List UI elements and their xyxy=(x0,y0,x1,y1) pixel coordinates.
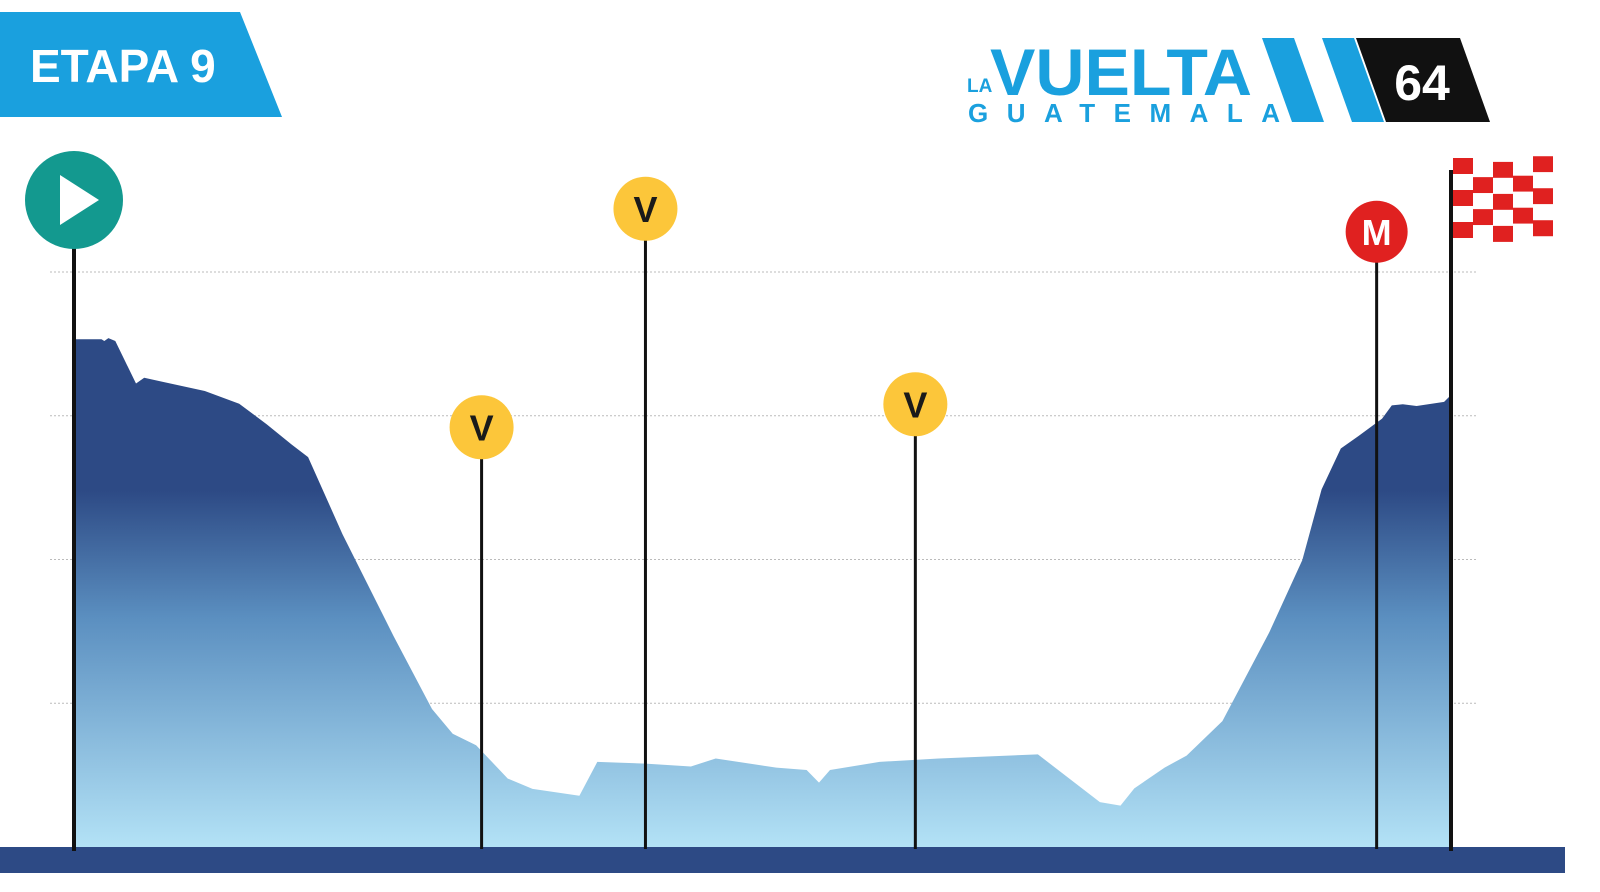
sprint-marker xyxy=(613,176,678,241)
checkered-flag-cell xyxy=(1453,206,1473,222)
race-logo: LA VUELTA GUATEMALA 64 xyxy=(967,35,1490,128)
sprint-marker-label: V xyxy=(633,189,657,230)
stage-banner-background xyxy=(0,12,282,117)
checkered-flag-cell xyxy=(1453,174,1473,190)
sprint-marker-label: V xyxy=(470,407,494,448)
checkered-flag-cell xyxy=(1473,225,1493,242)
mountain-marker xyxy=(1345,200,1408,263)
stage-banner-label: ETAPA 9 xyxy=(30,40,216,92)
checkered-flag-cell xyxy=(1493,209,1513,226)
stage-banner: ETAPA 9 xyxy=(0,12,282,117)
sprint-marker-label: V xyxy=(903,384,927,425)
checkered-flag-cell xyxy=(1473,209,1493,226)
checkered-flag-cell xyxy=(1513,175,1533,192)
sprint-marker xyxy=(883,372,948,437)
checkered-flag-cell xyxy=(1493,193,1513,210)
elevation-profile-area xyxy=(74,338,1451,847)
logo-edition-badge xyxy=(1356,38,1490,122)
checkered-flag-cell xyxy=(1453,222,1473,238)
checkered-flag-cell xyxy=(1533,188,1553,205)
checkered-flag-cell xyxy=(1513,207,1533,224)
checkered-flag-cell xyxy=(1513,159,1533,176)
checkered-flag-cell xyxy=(1493,161,1513,178)
checkered-flag-cell xyxy=(1513,223,1533,240)
checkered-flag-cell xyxy=(1513,191,1533,208)
chart-markers: V V V M xyxy=(25,151,1553,851)
checkered-flag-cell xyxy=(1533,172,1553,189)
checkered-flag-cell xyxy=(1493,225,1513,242)
checkered-flag-cell xyxy=(1493,177,1513,194)
mountain-marker-label: M xyxy=(1362,212,1392,253)
checkered-flag-cell xyxy=(1473,193,1493,210)
checkered-flag-cell xyxy=(1533,220,1553,237)
checkered-flag-cell xyxy=(1453,158,1473,174)
logo-small-text: LA xyxy=(967,76,993,97)
checkered-flag-cell xyxy=(1533,156,1553,173)
logo-stripe-1 xyxy=(1262,38,1324,122)
logo-edition-text: 64 xyxy=(1394,55,1450,111)
checkered-flag-cell xyxy=(1453,190,1473,206)
logo-stripe-2 xyxy=(1322,38,1384,122)
logo-country-text: GUATEMALA xyxy=(968,98,1280,128)
sprint-marker xyxy=(449,395,514,460)
elevation-chart: V V V M xyxy=(0,151,1565,873)
checkered-flag-cell xyxy=(1533,204,1553,221)
chart-baseline xyxy=(0,847,1565,873)
play-icon xyxy=(60,175,99,225)
checkered-flag-cell xyxy=(1473,161,1493,178)
checkered-flag-cell xyxy=(1473,177,1493,194)
logo-name-text: VUELTA xyxy=(990,35,1252,109)
